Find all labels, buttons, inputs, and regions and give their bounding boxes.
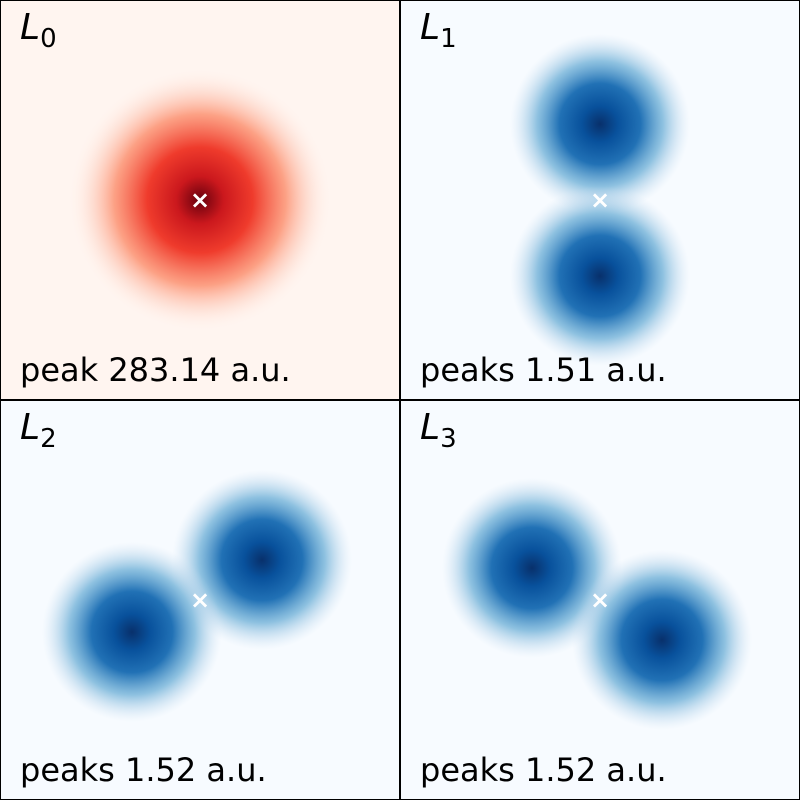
panel-l2: × L2 peaks 1.52 a.u.	[0, 400, 400, 800]
title-subscript: 0	[40, 24, 57, 54]
peak-label: peaks 1.52 a.u.	[20, 751, 267, 789]
panel-title: L2	[20, 406, 57, 454]
center-marker: ×	[190, 586, 210, 614]
panel-title: L0	[20, 6, 57, 54]
title-subscript: 2	[40, 424, 57, 454]
panel-l3: × L3 peaks 1.52 a.u.	[400, 400, 800, 800]
center-marker: ×	[590, 186, 610, 214]
title-subscript: 1	[440, 24, 457, 54]
heatmap-l2: ×	[0, 400, 400, 800]
title-main: L	[420, 407, 441, 448]
density-lobe	[42, 542, 222, 722]
peak-label: peaks 1.51 a.u.	[420, 351, 667, 389]
center-marker: ×	[190, 186, 210, 214]
title-main: L	[20, 7, 41, 48]
title-main: L	[420, 7, 441, 48]
peak-label: peaks 1.52 a.u.	[420, 751, 667, 789]
title-subscript: 3	[440, 424, 457, 454]
heatmap-l1: ×	[400, 0, 800, 400]
title-main: L	[20, 407, 41, 448]
panel-title: L1	[420, 6, 457, 54]
panel-title: L3	[420, 406, 457, 454]
density-lobe	[68, 68, 332, 332]
panel-l1: × L1 peaks 1.51 a.u.	[400, 0, 800, 400]
peak-label: peak 283.14 a.u.	[20, 351, 291, 389]
density-lobe	[572, 550, 752, 730]
heatmap-l3: ×	[400, 400, 800, 800]
density-lobe	[510, 186, 690, 366]
heatmap-l0: ×	[0, 0, 400, 400]
density-lobe	[510, 34, 690, 214]
center-marker: ×	[590, 586, 610, 614]
panel-l0: × L0 peak 283.14 a.u.	[0, 0, 400, 400]
